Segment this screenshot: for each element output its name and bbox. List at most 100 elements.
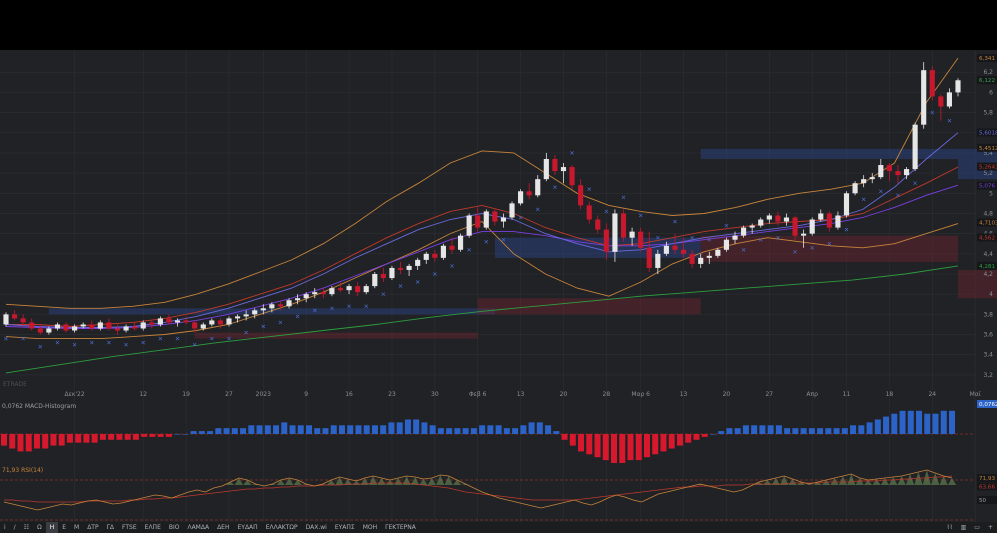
line-ma_purple: [5, 184, 959, 329]
macd-label: 0,0762 MACD-Histogram: [2, 403, 76, 410]
candle-body: [663, 245, 669, 254]
toolbar-item[interactable]: ΜΟΗ: [362, 524, 378, 531]
toolbar-item[interactable]: ΔΕΗ: [217, 524, 230, 531]
indicator-lines: [5, 57, 959, 374]
sar-cross: [415, 280, 420, 284]
line-ma_red: [6, 166, 959, 327]
sar-cross: [758, 237, 763, 242]
macd-bar: [281, 422, 288, 434]
candle-body: [903, 169, 910, 176]
toolbar-item[interactable]: ΕΛΠΕ: [144, 524, 161, 531]
candles[interactable]: [3, 62, 961, 335]
x-tick-label: 2023: [256, 391, 271, 398]
toolbar-right-item[interactable]: ▭: [974, 524, 980, 531]
toolbar-item[interactable]: ☷: [23, 524, 30, 531]
chart-svg[interactable]: 3,23,43,63,844,24,44,64,855,25,45,65,866…: [0, 50, 997, 522]
sar-cross: [570, 151, 574, 155]
macd-bar: [42, 434, 49, 449]
candle-body: [114, 328, 121, 331]
toolbar-item[interactable]: FTSE: [122, 524, 137, 531]
macd-bar: [635, 434, 642, 461]
macd-bar: [470, 428, 477, 434]
sar-cross: [398, 284, 403, 288]
macd-bar: [347, 425, 354, 434]
macd-bar: [536, 422, 543, 434]
toolbar-item[interactable]: H: [45, 522, 59, 533]
zone-blue: [700, 148, 958, 159]
macd-bar: [676, 434, 683, 446]
chart-area[interactable]: 3,23,43,63,844,24,44,64,855,25,45,65,866…: [0, 50, 997, 533]
macd-bar: [594, 434, 601, 458]
toolbar-item[interactable]: ∕: [13, 524, 16, 531]
x-tick-label: 16: [345, 391, 353, 398]
sar-cross: [244, 330, 248, 335]
toolbar-item[interactable]: ΕΛΛΑΚΤΩΡ: [265, 524, 298, 531]
macd-bar: [833, 428, 840, 434]
candle-body: [72, 326, 78, 331]
date-axis: Δεκ'22 12 19 27 2023 9 16 23 30 Φεβ 6 13 20 28 Μαρ 6 1…: [65, 391, 981, 398]
candle-body: [286, 300, 292, 307]
macd-bar: [446, 428, 453, 434]
price-tag-bg: [977, 53, 997, 62]
toolbar-right-item[interactable]: ⌇⌇: [946, 524, 953, 531]
toolbar-item[interactable]: ΛΑΜΔΑ: [187, 524, 210, 531]
candle-body: [895, 171, 901, 176]
rsi-signal-line: [4, 475, 953, 503]
macd-bar: [586, 434, 593, 455]
x-tick-label: Απρ: [806, 391, 818, 398]
macd-bar: [734, 428, 741, 434]
toolbar-item[interactable]: M: [74, 524, 80, 531]
candle-body: [732, 235, 738, 240]
rsi-tag-bg: [977, 474, 997, 483]
macd-bar: [907, 410, 914, 434]
macd-bar: [240, 428, 247, 434]
rsi-tag-bg: [977, 496, 997, 504]
macd-bar: [916, 410, 923, 434]
toolbar-item[interactable]: ΕΥΑΠΣ: [334, 524, 355, 531]
line-ma_green: [5, 265, 959, 374]
candle-body: [706, 255, 712, 258]
sar-cross: [55, 340, 60, 345]
toolbar-item[interactable]: DAX.wi: [305, 524, 327, 531]
candle-body: [3, 314, 9, 325]
macd-bar: [421, 422, 428, 434]
candle-body: [20, 318, 26, 323]
macd-bar: [891, 413, 898, 434]
sar-cross: [844, 227, 849, 232]
toolbar-item[interactable]: i: [4, 524, 6, 531]
macd-bar: [866, 422, 873, 434]
y-tick-label: 4,4: [983, 251, 993, 258]
macd-bar: [660, 434, 667, 452]
macd-bar: [437, 428, 444, 434]
toolbar-item[interactable]: ΓΔ: [106, 524, 115, 531]
candle-body: [46, 328, 52, 333]
toolbar-item[interactable]: E: [62, 524, 66, 531]
price-tags: 6,341 6,122 5,6018 5,4512 5,2643 5,076 4,7103 4…: [977, 53, 997, 270]
toolbar-item[interactable]: ΕΥΔΑΠ: [237, 524, 258, 531]
top-black-bar: [0, 0, 997, 50]
macd-bar: [858, 425, 865, 434]
macd-bar: [742, 425, 749, 434]
toolbar-item[interactable]: ΒΙΟ: [168, 524, 180, 531]
sar-cross: [707, 237, 712, 242]
sar-cross: [861, 197, 866, 202]
candle-body: [826, 213, 832, 228]
sar-cross: [896, 193, 900, 198]
macd-bar: [207, 431, 214, 434]
toolbar-right-item[interactable]: +: [987, 524, 993, 531]
macd-bar: [874, 419, 881, 434]
sar-cross: [501, 237, 506, 242]
candle-body: [526, 191, 532, 196]
toolbar-right-item[interactable]: ▥: [960, 524, 967, 531]
toolbar-item[interactable]: ΓΕΚΤΕΡΝΑ: [385, 524, 416, 531]
price-tag: 6,341: [979, 56, 995, 62]
candle-body: [415, 259, 421, 266]
rsi-line: [3, 469, 953, 511]
toolbar-item[interactable]: ΔΤΡ: [87, 524, 99, 531]
toolbar-item[interactable]: Ω: [37, 524, 42, 531]
sar-cross: [913, 181, 917, 186]
line-bb_upper: [5, 57, 959, 309]
sar-cross: [827, 241, 832, 246]
candle-body: [140, 322, 146, 329]
sar-cross: [947, 118, 952, 123]
